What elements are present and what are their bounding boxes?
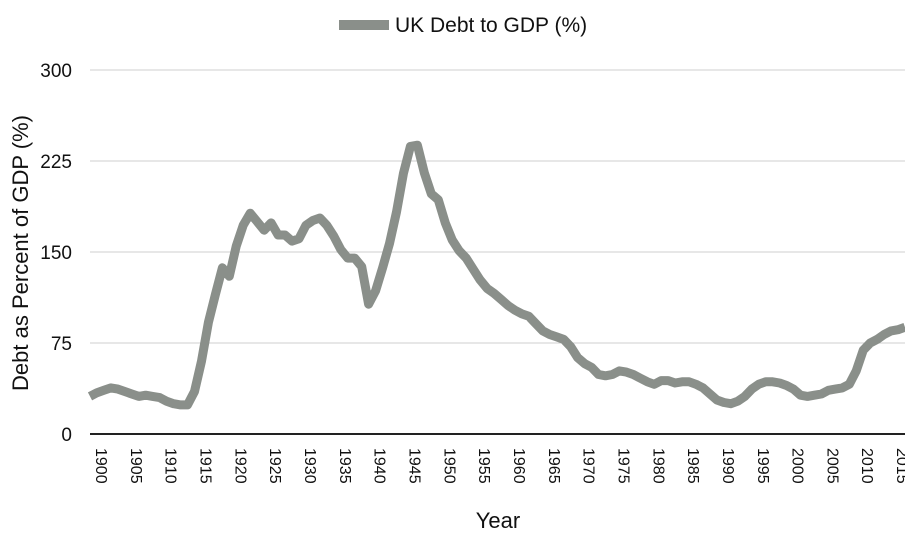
x-axis-ticks: 1900 1905 1910 1915 1920 1925 1930 1935 1940 1945… (92, 448, 905, 484)
x-tick-label: 1975 (614, 448, 631, 484)
y-tick-label: 0 (61, 425, 72, 446)
x-tick-label: 2000 (789, 448, 806, 484)
legend-label: UK Debt to GDP (%) (395, 14, 587, 37)
y-axis-title: Debt as Percent of GDP (%) (8, 115, 33, 391)
x-tick-label: 1995 (754, 448, 771, 484)
x-tick-label: 2005 (823, 448, 840, 484)
gridlines (90, 69, 905, 344)
x-tick-label: 1940 (371, 448, 388, 484)
x-tick-label: 1935 (336, 448, 353, 484)
x-tick-label: 1925 (266, 448, 283, 484)
x-tick-label: 2015 (893, 448, 905, 484)
x-tick-label: 1900 (92, 448, 109, 484)
legend: UK Debt to GDP (%) (339, 14, 587, 37)
x-tick-label: 2010 (858, 448, 875, 484)
x-tick-label: 1950 (440, 448, 457, 484)
x-tick-label: 1930 (301, 448, 318, 484)
y-tick-label: 75 (51, 334, 72, 355)
y-axis-ticks: 0 75 150 225 300 (40, 61, 72, 446)
y-tick-label: 225 (40, 152, 72, 173)
y-tick-label: 150 (40, 243, 72, 264)
x-tick-label: 1945 (405, 448, 422, 484)
x-tick-label: 1910 (162, 448, 179, 484)
x-tick-label: 1955 (475, 448, 492, 484)
x-tick-label: 1970 (580, 448, 597, 484)
x-tick-label: 1920 (231, 448, 248, 484)
x-tick-label: 1985 (684, 448, 701, 484)
x-tick-label: 1960 (510, 448, 527, 484)
x-tick-label: 1990 (719, 448, 736, 484)
series-line-0 (87, 140, 905, 410)
x-tick-label: 1905 (127, 448, 144, 484)
x-tick-label: 1915 (196, 448, 213, 484)
series-group (87, 140, 905, 410)
x-axis-title: Year (476, 508, 520, 533)
x-tick-label: 1980 (649, 448, 666, 484)
x-tick-label: 1965 (545, 448, 562, 484)
y-tick-label: 300 (40, 61, 72, 82)
